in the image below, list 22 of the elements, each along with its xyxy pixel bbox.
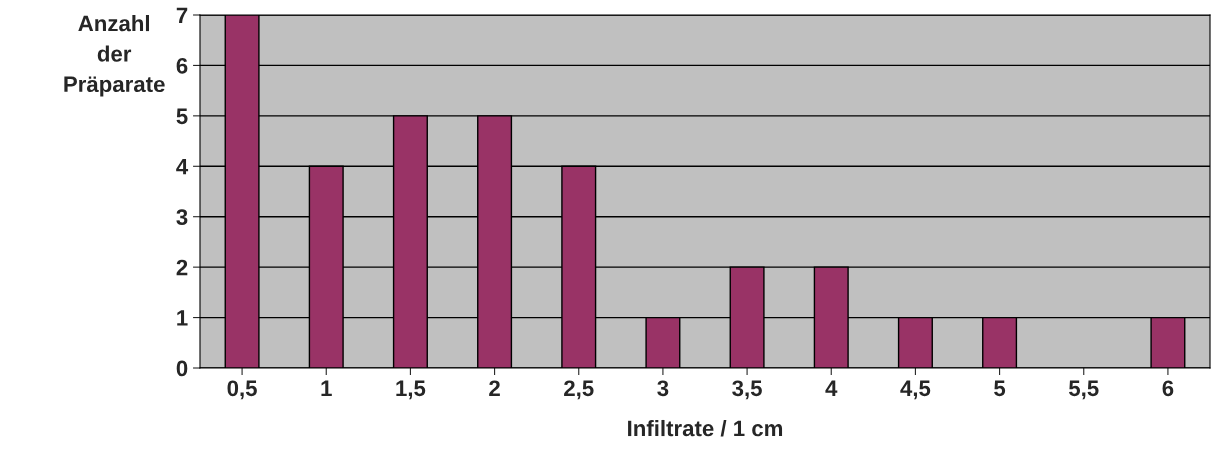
y-tick-label: 6 — [176, 57, 188, 74]
y-axis-title: Anzahl der Präparate — [64, 15, 165, 97]
y-tick-label: 2 — [176, 259, 188, 276]
y-tick-label: 0 — [176, 360, 188, 377]
x-tick-label: 1,5 — [396, 380, 426, 400]
y-tick-label: 3 — [176, 209, 188, 226]
x-tick-label: 0,5 — [227, 380, 257, 400]
y-tick-label: 1 — [177, 310, 188, 326]
x-tick-label: 1 — [321, 380, 332, 396]
x-tick-label: 5 — [994, 380, 1006, 397]
x-tick-label: 5,5 — [1068, 380, 1099, 400]
x-tick-label: 2 — [489, 380, 500, 396]
x-tick-label: 3 — [657, 380, 669, 397]
x-tick-label: 4,5 — [900, 380, 931, 400]
x-tick-label: 3,5 — [732, 380, 762, 400]
x-tick-label: 6 — [1162, 380, 1174, 397]
x-tick-label: 4 — [825, 380, 838, 396]
x-axis-title: Infiltrate / 1 cm — [628, 419, 783, 437]
x-tick-label: 2,5 — [564, 380, 594, 400]
y-tick-label: 5 — [176, 108, 188, 125]
y-tick-label: 4 — [176, 159, 189, 175]
y-tick-label: 7 — [176, 7, 188, 24]
